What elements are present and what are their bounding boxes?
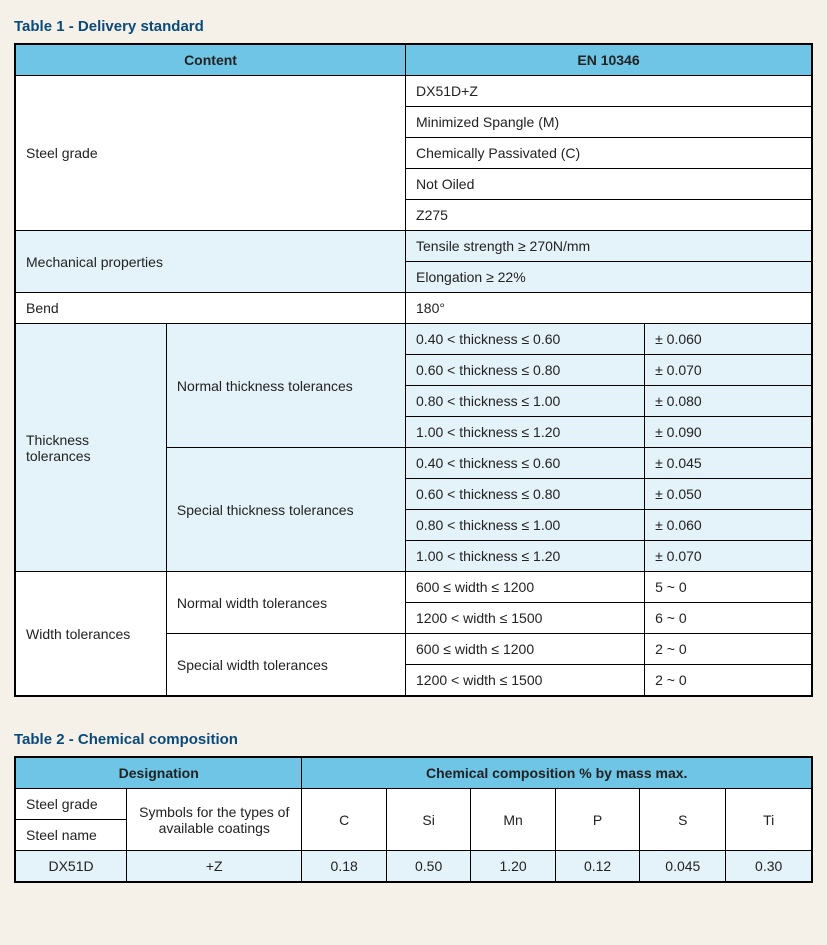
cell: 1200 < width ≤ 1500 — [406, 603, 645, 634]
cell: DX51D+Z — [406, 76, 812, 107]
mech-props-label: Mechanical properties — [15, 231, 406, 293]
cell: 0.40 < thickness ≤ 0.60 — [406, 324, 645, 355]
table-row: Steel grade DX51D+Z — [15, 76, 812, 107]
col-mn: Mn — [471, 789, 555, 851]
cell: 2 ~ 0 — [645, 665, 812, 697]
cell: 0.12 — [555, 851, 639, 883]
cell: ± 0.070 — [645, 541, 812, 572]
table-row: Steel grade Symbols for the types of ava… — [15, 789, 812, 820]
sub-symbols: Symbols for the types of available coati… — [127, 789, 302, 851]
col-si: Si — [386, 789, 470, 851]
cell: 1.20 — [471, 851, 555, 883]
thickness-special-label: Special thickness tolerances — [166, 448, 405, 572]
cell: ± 0.090 — [645, 417, 812, 448]
table1: Content EN 10346 Steel grade DX51D+Z Min… — [14, 43, 813, 697]
cell: 6 ~ 0 — [645, 603, 812, 634]
cell: 0.18 — [302, 851, 386, 883]
cell: Minimized Spangle (M) — [406, 107, 812, 138]
bend-label: Bend — [15, 293, 406, 324]
cell: ± 0.060 — [645, 324, 812, 355]
table-row: Width tolerances Normal width tolerances… — [15, 572, 812, 603]
col-ti: Ti — [726, 789, 812, 851]
cell: 1.00 < thickness ≤ 1.20 — [406, 541, 645, 572]
table-row: Thickness tolerances Normal thickness to… — [15, 324, 812, 355]
cell: ± 0.050 — [645, 479, 812, 510]
cell: 2 ~ 0 — [645, 634, 812, 665]
col-p: P — [555, 789, 639, 851]
cell: Elongation ≥ 22% — [406, 262, 812, 293]
cell: 0.80 < thickness ≤ 1.00 — [406, 510, 645, 541]
table-row: Bend 180° — [15, 293, 812, 324]
table2: Designation Chemical composition % by ma… — [14, 756, 813, 883]
table1-title: Table 1 - Delivery standard — [14, 18, 813, 35]
cell: 600 ≤ width ≤ 1200 — [406, 634, 645, 665]
cell: 600 ≤ width ≤ 1200 — [406, 572, 645, 603]
cell: ± 0.045 — [645, 448, 812, 479]
width-special-label: Special width tolerances — [166, 634, 405, 697]
cell: ± 0.060 — [645, 510, 812, 541]
sub-steel-grade: Steel grade — [15, 789, 127, 820]
cell: Chemically Passivated (C) — [406, 138, 812, 169]
cell: 1200 < width ≤ 1500 — [406, 665, 645, 697]
th-designation: Designation — [15, 757, 302, 789]
thickness-normal-label: Normal thickness tolerances — [166, 324, 405, 448]
cell-grade: DX51D — [15, 851, 127, 883]
col-c: C — [302, 789, 386, 851]
cell: 5 ~ 0 — [645, 572, 812, 603]
thickness-tol-label: Thickness tolerances — [15, 324, 166, 572]
th-comp: Chemical composition % by mass max. — [302, 757, 812, 789]
cell: Tensile strength ≥ 270N/mm — [406, 231, 812, 262]
cell: 180° — [406, 293, 812, 324]
cell: ± 0.070 — [645, 355, 812, 386]
table-row: DX51D +Z 0.18 0.50 1.20 0.12 0.045 0.30 — [15, 851, 812, 883]
width-tol-label: Width tolerances — [15, 572, 166, 697]
cell: 0.80 < thickness ≤ 1.00 — [406, 386, 645, 417]
cell: 0.60 < thickness ≤ 0.80 — [406, 355, 645, 386]
cell: Not Oiled — [406, 169, 812, 200]
cell: 0.045 — [640, 851, 726, 883]
cell: 0.60 < thickness ≤ 0.80 — [406, 479, 645, 510]
steel-grade-label: Steel grade — [15, 76, 406, 231]
cell: 0.30 — [726, 851, 812, 883]
table2-title: Table 2 - Chemical composition — [14, 731, 813, 748]
cell: Z275 — [406, 200, 812, 231]
col-s: S — [640, 789, 726, 851]
th-standard: EN 10346 — [406, 44, 812, 76]
cell: 0.40 < thickness ≤ 0.60 — [406, 448, 645, 479]
sub-steel-name: Steel name — [15, 820, 127, 851]
cell: ± 0.080 — [645, 386, 812, 417]
table2-header-row: Designation Chemical composition % by ma… — [15, 757, 812, 789]
cell: 0.50 — [386, 851, 470, 883]
width-normal-label: Normal width tolerances — [166, 572, 405, 634]
cell-symbol: +Z — [127, 851, 302, 883]
table-row: Mechanical properties Tensile strength ≥… — [15, 231, 812, 262]
cell: 1.00 < thickness ≤ 1.20 — [406, 417, 645, 448]
table1-header-row: Content EN 10346 — [15, 44, 812, 76]
th-content: Content — [15, 44, 406, 76]
